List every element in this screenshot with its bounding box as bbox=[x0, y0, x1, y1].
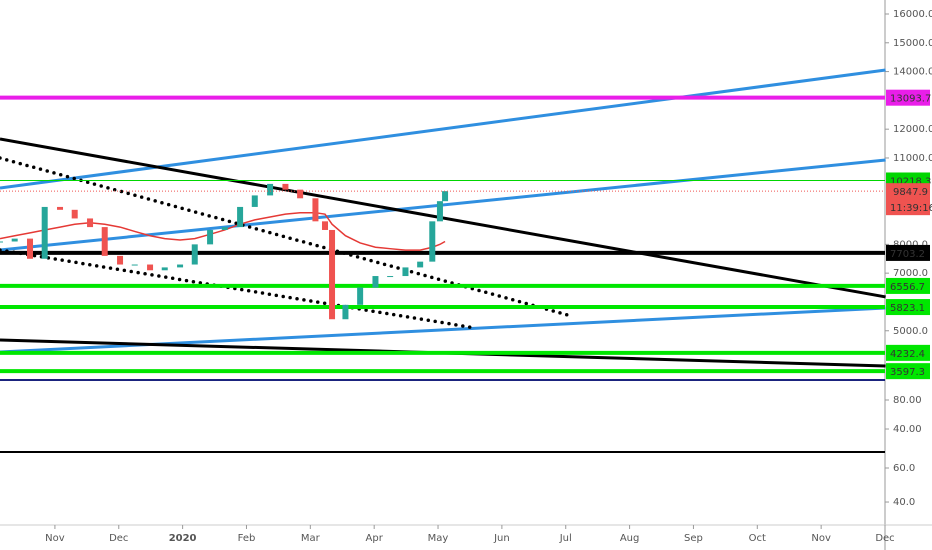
candle bbox=[322, 221, 329, 230]
candle bbox=[161, 267, 168, 271]
level-label: 6556.7 bbox=[890, 282, 925, 293]
x-tick-label: Nov bbox=[45, 533, 65, 544]
candle bbox=[207, 229, 214, 245]
candle bbox=[117, 255, 124, 265]
y-tick-label: 15000.0 bbox=[893, 38, 932, 49]
candle bbox=[101, 227, 108, 256]
level-label-box bbox=[886, 244, 930, 261]
y-tick-label: 7000.0 bbox=[893, 268, 928, 279]
level-label-box bbox=[886, 277, 930, 294]
candle bbox=[436, 201, 443, 222]
y-tick-label: 8000.0 bbox=[893, 239, 928, 250]
candle bbox=[147, 264, 154, 271]
x-tick-label: May bbox=[428, 533, 449, 544]
level-label: 3597.3 bbox=[890, 367, 925, 378]
candle bbox=[429, 221, 436, 262]
candle bbox=[417, 261, 424, 268]
x-tick-label: Aug bbox=[620, 533, 640, 544]
candle bbox=[312, 198, 319, 222]
candle bbox=[402, 267, 409, 277]
x-tick-label: Apr bbox=[366, 533, 384, 544]
level-label-box bbox=[886, 299, 930, 316]
candle bbox=[282, 183, 289, 190]
y-tick-label: 40.00 bbox=[893, 424, 922, 435]
candle bbox=[191, 244, 198, 265]
candle bbox=[27, 238, 34, 259]
y-tick-label: 60.0 bbox=[893, 463, 915, 474]
level-label-box bbox=[886, 89, 930, 106]
x-tick-label: Mar bbox=[301, 533, 321, 544]
candle bbox=[87, 218, 94, 228]
last-price-box bbox=[886, 183, 930, 216]
countdown-label: 11:39:16 bbox=[890, 203, 932, 214]
candle bbox=[177, 264, 184, 268]
candle bbox=[41, 206, 48, 259]
candle bbox=[357, 287, 364, 305]
y-tick-label: 16000.0 bbox=[893, 9, 932, 20]
trend-line bbox=[0, 68, 886, 190]
candle bbox=[11, 238, 18, 242]
candle bbox=[221, 227, 228, 230]
level-label: 13093.7 bbox=[890, 94, 931, 105]
candle bbox=[267, 183, 274, 196]
level-label: 4232.4 bbox=[890, 349, 925, 360]
candle bbox=[251, 195, 258, 207]
y-tick-label: 11000.0 bbox=[893, 153, 932, 164]
x-tick-label: Dec bbox=[875, 533, 894, 544]
y-tick-label: 14000.0 bbox=[893, 67, 932, 78]
level-label: 10218.3 bbox=[890, 176, 931, 187]
y-tick-label: 5000.0 bbox=[893, 326, 928, 337]
candle bbox=[372, 276, 379, 288]
y-tick-label: 12000.0 bbox=[893, 124, 932, 135]
x-tick-label: Feb bbox=[238, 533, 256, 544]
candle bbox=[329, 229, 336, 320]
trend-line bbox=[0, 156, 570, 317]
x-tick-label: 2020 bbox=[169, 533, 197, 544]
candle bbox=[387, 276, 394, 278]
candle bbox=[297, 189, 304, 199]
level-label: 7703.2 bbox=[890, 249, 925, 260]
level-label-box bbox=[886, 363, 930, 380]
candle bbox=[131, 264, 138, 266]
level-label-box bbox=[886, 344, 930, 361]
x-tick-label: Jun bbox=[493, 533, 510, 544]
candle bbox=[57, 206, 64, 210]
y-tick-label: 80.00 bbox=[893, 395, 922, 406]
candle bbox=[442, 191, 449, 202]
x-tick-label: Jul bbox=[559, 533, 572, 544]
candle bbox=[342, 304, 349, 320]
x-tick-label: Dec bbox=[109, 533, 128, 544]
candle bbox=[0, 241, 3, 243]
level-label: 5823.1 bbox=[890, 303, 925, 314]
candle bbox=[71, 209, 78, 219]
x-tick-label: Nov bbox=[811, 533, 831, 544]
x-tick-label: Sep bbox=[684, 533, 703, 544]
candle bbox=[237, 206, 244, 228]
x-tick-label: Oct bbox=[749, 533, 766, 544]
y-tick-label: 40.0 bbox=[893, 497, 915, 508]
last-price-label: 9847.9 bbox=[893, 187, 928, 198]
